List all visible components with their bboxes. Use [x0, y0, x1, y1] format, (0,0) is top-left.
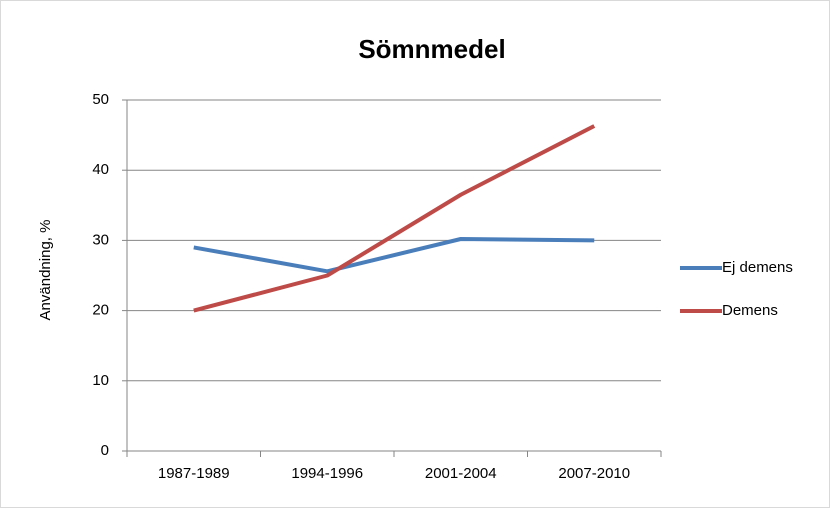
x-tick-label: 2001-2004 [425, 465, 497, 482]
series-line [193, 236, 595, 274]
y-tick-label: 50 [92, 91, 109, 108]
y-tick-label: 0 [101, 442, 109, 459]
chart-title: Sömnmedel [358, 34, 505, 64]
legend-label: Ej demens [722, 259, 793, 276]
y-tick-label: 10 [92, 372, 109, 389]
y-tick-label: 30 [92, 231, 109, 248]
y-tick-label: 40 [92, 161, 109, 178]
y-axis-label: Användning, % [37, 220, 54, 321]
legend-label: Demens [722, 302, 778, 319]
x-tick-label: 2007-2010 [558, 465, 630, 482]
y-tick-label: 20 [92, 302, 109, 319]
series-line [193, 124, 596, 313]
x-tick-label: 1994-1996 [291, 465, 363, 482]
x-tick-label: 1987-1989 [158, 465, 230, 482]
